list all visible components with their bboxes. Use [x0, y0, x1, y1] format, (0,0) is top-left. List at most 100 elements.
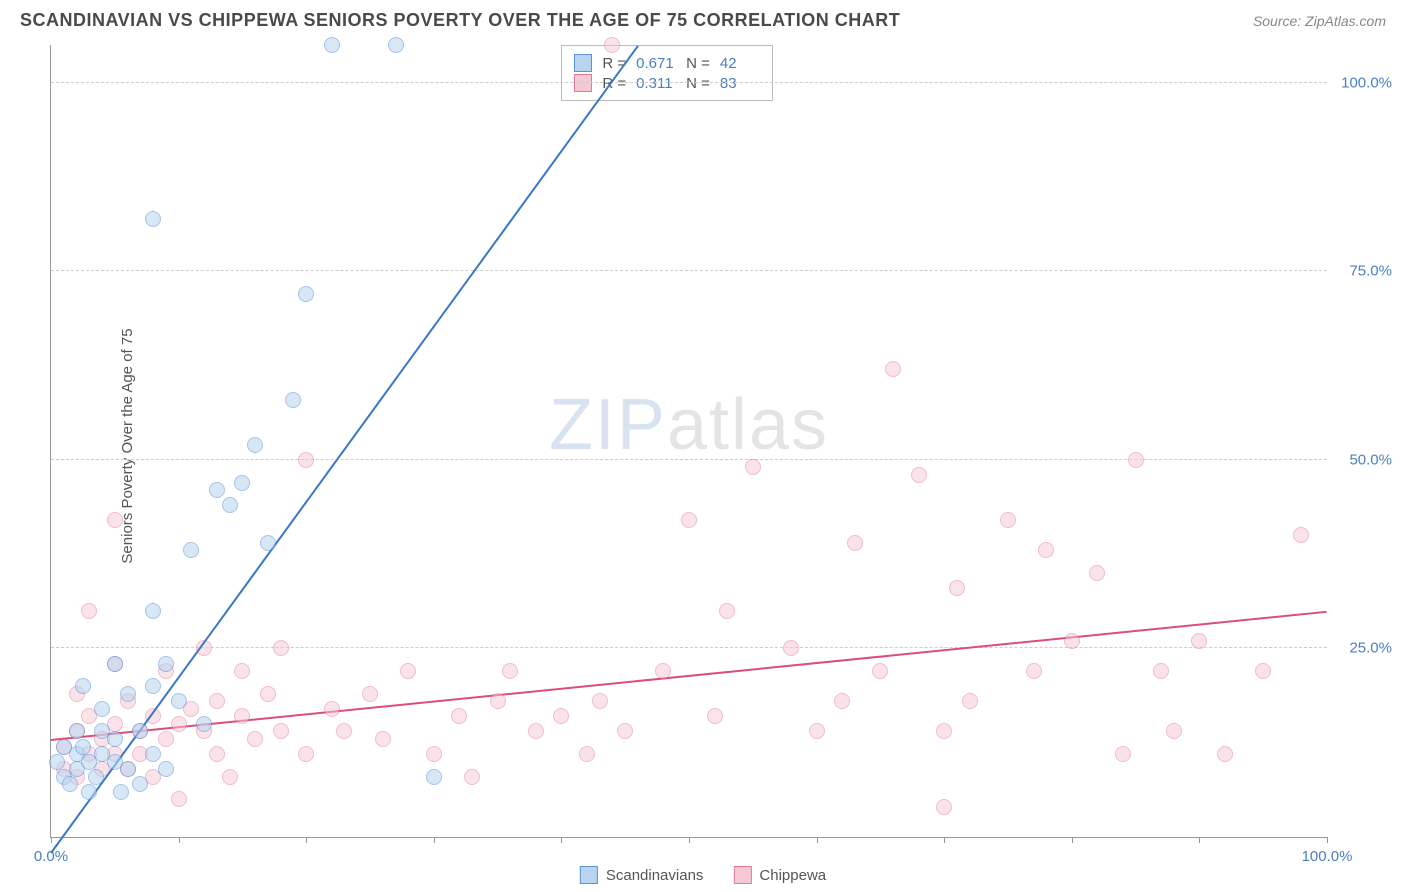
- data-point: [234, 663, 250, 679]
- data-point: [145, 746, 161, 762]
- x-tick: [1199, 837, 1200, 843]
- r-value: 0.671: [636, 55, 676, 72]
- data-point: [388, 37, 404, 53]
- n-label: N =: [686, 75, 710, 92]
- data-point: [158, 731, 174, 747]
- x-tick: [561, 837, 562, 843]
- data-point: [528, 723, 544, 739]
- x-tick: [51, 837, 52, 843]
- data-point: [936, 799, 952, 815]
- data-point: [834, 693, 850, 709]
- data-point: [120, 686, 136, 702]
- data-point: [911, 467, 927, 483]
- data-point: [1115, 746, 1131, 762]
- data-point: [107, 731, 123, 747]
- y-tick-label: 75.0%: [1349, 263, 1392, 280]
- data-point: [298, 452, 314, 468]
- data-point: [222, 769, 238, 785]
- data-point: [222, 497, 238, 513]
- gridline: [51, 82, 1327, 83]
- data-point: [171, 693, 187, 709]
- data-point: [707, 708, 723, 724]
- n-value: 83: [720, 75, 760, 92]
- y-tick-label: 100.0%: [1341, 74, 1392, 91]
- data-point: [145, 211, 161, 227]
- data-point: [949, 580, 965, 596]
- y-tick-label: 50.0%: [1349, 451, 1392, 468]
- data-point: [464, 769, 480, 785]
- data-point: [936, 723, 952, 739]
- data-point: [62, 776, 78, 792]
- data-point: [400, 663, 416, 679]
- data-point: [298, 746, 314, 762]
- data-point: [362, 686, 378, 702]
- data-point: [604, 37, 620, 53]
- data-point: [209, 693, 225, 709]
- data-point: [107, 656, 123, 672]
- data-point: [75, 678, 91, 694]
- data-point: [847, 535, 863, 551]
- x-tick: [306, 837, 307, 843]
- r-value: 0.311: [636, 75, 676, 92]
- data-point: [451, 708, 467, 724]
- data-point: [132, 723, 148, 739]
- data-point: [1064, 633, 1080, 649]
- data-point: [1128, 452, 1144, 468]
- data-point: [809, 723, 825, 739]
- data-point: [171, 791, 187, 807]
- data-point: [94, 701, 110, 717]
- data-point: [872, 663, 888, 679]
- legend: Scandinavians Chippewa: [580, 866, 826, 884]
- legend-label: Scandinavians: [606, 867, 704, 884]
- x-tick: [1072, 837, 1073, 843]
- data-point: [75, 739, 91, 755]
- data-point: [247, 437, 263, 453]
- data-point: [1166, 723, 1182, 739]
- data-point: [324, 37, 340, 53]
- data-point: [145, 603, 161, 619]
- watermark: ZIPatlas: [549, 384, 829, 466]
- x-tick: [817, 837, 818, 843]
- series-swatch: [574, 54, 592, 72]
- source-attribution: Source: ZipAtlas.com: [1253, 13, 1386, 29]
- x-tick: [689, 837, 690, 843]
- data-point: [1026, 663, 1042, 679]
- data-point: [490, 693, 506, 709]
- data-point: [426, 769, 442, 785]
- gridline: [51, 647, 1327, 648]
- data-point: [579, 746, 595, 762]
- data-point: [145, 678, 161, 694]
- data-point: [681, 512, 697, 528]
- data-point: [260, 535, 276, 551]
- data-point: [183, 542, 199, 558]
- data-point: [69, 723, 85, 739]
- legend-label: Chippewa: [759, 867, 826, 884]
- data-point: [88, 769, 104, 785]
- x-tick: [434, 837, 435, 843]
- data-point: [553, 708, 569, 724]
- data-point: [1255, 663, 1271, 679]
- data-point: [655, 663, 671, 679]
- stats-row: R =0.671N =42: [574, 54, 760, 72]
- legend-item: Scandinavians: [580, 866, 704, 884]
- gridline: [51, 270, 1327, 271]
- data-point: [592, 693, 608, 709]
- data-point: [171, 716, 187, 732]
- data-point: [196, 716, 212, 732]
- data-point: [885, 361, 901, 377]
- n-label: N =: [686, 55, 710, 72]
- legend-item: Chippewa: [733, 866, 826, 884]
- data-point: [1153, 663, 1169, 679]
- x-tick: [179, 837, 180, 843]
- data-point: [1089, 565, 1105, 581]
- data-point: [113, 784, 129, 800]
- data-point: [120, 761, 136, 777]
- data-point: [1038, 542, 1054, 558]
- data-point: [107, 512, 123, 528]
- data-point: [81, 784, 97, 800]
- series-swatch: [574, 74, 592, 92]
- data-point: [285, 392, 301, 408]
- data-point: [1217, 746, 1233, 762]
- x-tick: [944, 837, 945, 843]
- correlation-stats-box: R =0.671N =42R =0.311N =83: [561, 45, 773, 101]
